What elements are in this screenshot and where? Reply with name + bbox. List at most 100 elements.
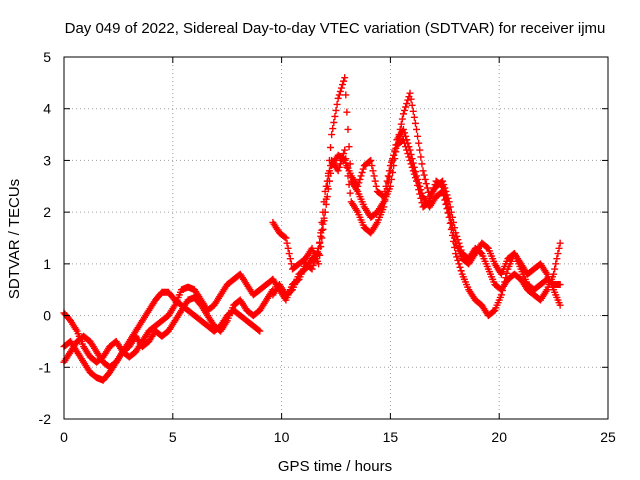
data-point (387, 158, 395, 166)
data-point (443, 200, 451, 208)
data-point (551, 265, 559, 273)
data-point (457, 267, 465, 275)
data-point (550, 270, 558, 278)
data-point (331, 112, 339, 120)
y-tick-label: 1 (43, 256, 51, 272)
data-point (285, 250, 293, 258)
data-point (370, 172, 378, 180)
data-point (381, 197, 389, 205)
data-point (406, 156, 414, 164)
data-point (442, 195, 450, 203)
data-point (424, 199, 432, 207)
data-point (416, 146, 424, 154)
data-point (556, 239, 564, 247)
data-point (417, 194, 425, 202)
x-tick-label: 20 (491, 429, 507, 445)
data-point (404, 150, 412, 158)
data-point (556, 281, 564, 289)
data-point (422, 180, 430, 188)
data-point (372, 182, 380, 190)
data-point (446, 219, 454, 227)
data-point (392, 144, 400, 152)
data-point (369, 167, 377, 175)
data-point (379, 192, 387, 200)
series-track-f (269, 136, 564, 294)
data-point (415, 186, 423, 194)
data-point (448, 224, 456, 232)
data-point (430, 184, 438, 192)
data-point (322, 200, 330, 208)
data-point (402, 143, 410, 151)
data-point (367, 156, 375, 164)
data-point (427, 194, 435, 202)
data-point (554, 250, 562, 258)
y-tick-label: 2 (43, 204, 51, 220)
data-point (553, 255, 561, 263)
data-point (282, 234, 290, 242)
data-point (335, 163, 343, 171)
data-point (426, 198, 434, 206)
data-point (503, 269, 511, 277)
data-point (500, 282, 508, 290)
series-track-c (60, 270, 277, 366)
data-point (446, 213, 454, 221)
series-track-e (269, 125, 564, 320)
data-point (407, 160, 415, 168)
plot-area (60, 74, 564, 384)
data-point (403, 146, 411, 154)
data-point (335, 91, 343, 99)
data-point (339, 81, 347, 89)
data-point (385, 167, 393, 175)
data-point (401, 106, 409, 114)
data-point (323, 193, 331, 201)
data-point (342, 91, 350, 99)
data-point (341, 74, 349, 82)
data-point (555, 244, 563, 252)
data-point (404, 96, 412, 104)
data-point (410, 170, 418, 178)
data-point (336, 87, 344, 95)
data-point (456, 263, 464, 271)
data-point (343, 108, 351, 116)
chart-title: Day 049 of 2022, Sidereal Day-to-day VTE… (65, 20, 606, 37)
data-point (319, 225, 327, 233)
data-point (327, 169, 335, 177)
data-point (453, 253, 461, 261)
y-axis-label: SDTVAR / TECUs (6, 179, 23, 299)
data-point (383, 177, 391, 185)
data-point (552, 260, 560, 268)
y-tick-label: 4 (43, 101, 51, 117)
data-point (438, 181, 446, 189)
data-point (286, 255, 294, 263)
data-point (406, 89, 414, 97)
data-point (408, 101, 416, 109)
data-point (441, 191, 449, 199)
data-point (346, 189, 354, 197)
data-point (399, 136, 407, 144)
data-point (324, 185, 332, 193)
data-point (359, 165, 367, 173)
y-tick-label: -2 (39, 411, 52, 427)
data-point (413, 125, 421, 133)
data-point (345, 181, 353, 189)
data-point (451, 234, 459, 242)
data-point (439, 182, 447, 190)
data-point (327, 144, 335, 151)
data-point (407, 95, 415, 103)
data-point (391, 148, 399, 156)
data-point (444, 204, 452, 212)
data-point (356, 175, 364, 183)
data-point (384, 172, 392, 180)
data-point (316, 251, 324, 259)
data-point (411, 174, 419, 182)
data-point (320, 217, 328, 225)
data-point (429, 187, 437, 195)
data-point (398, 115, 406, 123)
data-point (337, 84, 345, 92)
data-point (354, 182, 362, 190)
data-point (287, 260, 295, 268)
data-point (281, 233, 289, 241)
data-point (357, 172, 365, 180)
data-point (403, 100, 411, 108)
